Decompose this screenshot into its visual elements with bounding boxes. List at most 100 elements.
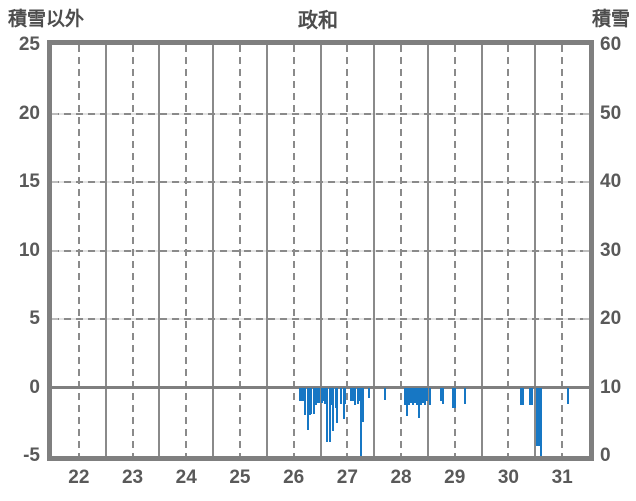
- x-axis-tick-label: 27: [336, 467, 358, 488]
- y-axis-tick-label-left: -5: [23, 445, 40, 466]
- bar: [383, 387, 386, 400]
- bar: [529, 387, 532, 405]
- bar: [451, 387, 454, 409]
- gridline-vertical-dashed: [292, 45, 295, 456]
- gridline-vertical-solid: [480, 45, 483, 456]
- bar: [429, 387, 432, 406]
- x-axis-tick-label: 28: [390, 467, 412, 488]
- bar: [330, 387, 333, 406]
- gridline-vertical-dashed: [507, 45, 510, 456]
- y-axis-tick-label-right: 50: [600, 102, 622, 124]
- axis-tick-mark: [52, 318, 58, 320]
- bar: [312, 387, 315, 414]
- y-axis-tick-label-right: 40: [600, 171, 622, 192]
- y-axis-tick-label-left: 10: [18, 239, 40, 261]
- gridline-vertical-solid: [265, 45, 268, 456]
- bar: [328, 387, 331, 443]
- bar: [567, 387, 570, 404]
- bar: [324, 387, 327, 404]
- axis-tick-mark: [583, 318, 589, 320]
- y-axis-tick-label-left: 0: [29, 376, 40, 398]
- x-axis-tick-label: 31: [551, 467, 573, 488]
- bar: [308, 387, 311, 415]
- bar: [298, 387, 301, 402]
- axis-tick-mark: [52, 112, 58, 115]
- y-axis-tick-label-right: 60: [600, 34, 622, 55]
- gridline-vertical-dashed: [400, 45, 403, 456]
- bar: [362, 387, 365, 422]
- axis-tick-mark: [52, 181, 58, 183]
- gridline-vertical-dashed: [346, 45, 349, 456]
- bar: [419, 387, 422, 405]
- gridline-vertical-dashed: [453, 45, 456, 456]
- left-axis-title: 積雪以外: [8, 9, 85, 30]
- chart-title: 政和: [298, 10, 338, 32]
- bar: [322, 387, 325, 402]
- gridline-vertical-dashed: [131, 45, 134, 456]
- bar: [316, 387, 319, 403]
- y-axis-tick-label-left: 5: [29, 308, 40, 329]
- axis-tick-mark: [583, 249, 589, 252]
- bar: [344, 387, 347, 404]
- bar: [422, 387, 425, 403]
- bar: [314, 387, 317, 406]
- bar: [320, 387, 323, 403]
- gridline-vertical-solid: [426, 45, 429, 456]
- y-axis-tick-label-right: 0: [600, 445, 611, 466]
- bar: [300, 387, 303, 402]
- bar: [350, 387, 353, 402]
- gridline-vertical-dashed: [238, 45, 241, 456]
- x-axis-tick-label: 30: [497, 467, 520, 488]
- bar: [540, 387, 543, 456]
- bar: [439, 387, 442, 402]
- right-axis-title: 積雪: [591, 9, 630, 30]
- gridline-vertical-dashed: [77, 45, 80, 456]
- axis-tick-mark: [52, 249, 58, 252]
- bar: [531, 387, 534, 405]
- bar: [538, 387, 541, 447]
- bar: [368, 387, 371, 399]
- y-axis-tick-label-left: 15: [18, 171, 40, 192]
- bar: [336, 387, 339, 424]
- bar: [417, 387, 420, 418]
- bar: [410, 387, 413, 403]
- bar: [358, 387, 361, 402]
- gridline-vertical-solid: [373, 45, 376, 456]
- bar: [408, 387, 411, 405]
- y-axis-tick-label-right: 30: [600, 239, 622, 261]
- bar: [356, 387, 359, 404]
- bar: [520, 387, 523, 405]
- gridline-vertical-solid: [319, 45, 322, 456]
- y-axis-tick-label-right: 10: [600, 376, 622, 398]
- gridline-vertical-dashed: [561, 45, 564, 456]
- gridline-vertical-dashed: [185, 45, 188, 456]
- bar: [310, 387, 313, 414]
- bar: [522, 387, 525, 405]
- gridline-vertical-solid: [212, 45, 215, 456]
- bar: [411, 387, 414, 405]
- axis-tick-mark: [583, 181, 589, 183]
- x-axis-tick-label: 29: [444, 467, 466, 488]
- x-axis-tick-label: 25: [229, 467, 251, 488]
- axis-tick-mark: [583, 112, 589, 115]
- bar: [403, 387, 406, 405]
- plot-frame: [47, 40, 594, 461]
- gridline-vertical-solid: [104, 45, 107, 456]
- bar: [302, 387, 305, 402]
- bar: [340, 387, 343, 404]
- bar: [332, 387, 335, 432]
- bar: [342, 387, 345, 419]
- bar: [423, 387, 426, 405]
- y-axis-tick-label-right: 20: [600, 308, 622, 329]
- x-axis-tick-label: 22: [68, 467, 90, 488]
- bar: [326, 387, 329, 443]
- bar: [405, 387, 408, 417]
- bar: [414, 387, 416, 403]
- bar: [352, 387, 355, 402]
- bar: [536, 387, 539, 447]
- bar: [441, 387, 444, 404]
- bar: [425, 387, 428, 402]
- bar: [318, 387, 321, 403]
- x-axis-tick-label: 24: [175, 467, 197, 488]
